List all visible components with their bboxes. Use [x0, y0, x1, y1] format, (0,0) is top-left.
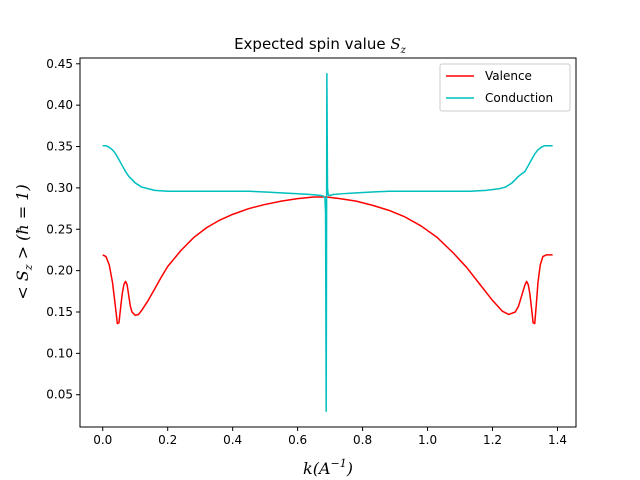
- x-axis-ticks: 0.0 0.2 0.4 0.6 0.8 1.0 1.2 1.4: [93, 427, 567, 447]
- x-tick-label: 0.4: [223, 433, 242, 447]
- y-tick-label: 0.15: [46, 305, 73, 319]
- x-tick-label: 0.2: [158, 433, 177, 447]
- x-tick-label: 0.8: [353, 433, 372, 447]
- series-line-conduction: [102, 72, 553, 413]
- x-tick-label: 1.4: [548, 433, 567, 447]
- y-axis-title-open: < S: [13, 270, 32, 299]
- y-tick-label: 0.40: [46, 98, 73, 112]
- legend-label-conduction: Conduction: [485, 91, 553, 105]
- x-axis-title-main: k(A: [303, 459, 331, 478]
- y-tick-label: 0.45: [46, 57, 73, 71]
- x-axis-title: k(A−1): [303, 457, 353, 478]
- y-tick-label: 0.20: [46, 264, 73, 278]
- legend: Valence Conduction: [439, 63, 571, 112]
- y-tick-label: 0.25: [46, 222, 73, 236]
- x-tick-label: 0.6: [288, 433, 307, 447]
- series-layer: [102, 72, 553, 413]
- y-tick-label: 0.35: [46, 140, 73, 154]
- plot-frame: [79, 57, 577, 428]
- legend-label-valence: Valence: [485, 69, 532, 83]
- y-axis-title-close: > (ħ = 1): [13, 184, 32, 264]
- y-tick-label: 0.30: [46, 181, 73, 195]
- chart-title-symbol: S: [390, 35, 400, 53]
- x-tick-label: 0.0: [93, 433, 112, 447]
- y-axis-title: < Sz > (ħ = 1): [13, 184, 35, 299]
- chart-title-main: Expected spin value: [234, 35, 390, 53]
- x-axis-title-sup: −1: [331, 457, 347, 470]
- y-axis-title-sub: z: [22, 264, 35, 271]
- chart-title: Expected spin value Sz: [234, 35, 407, 56]
- series-line-valence: [102, 196, 553, 325]
- x-tick-label: 1.2: [483, 433, 502, 447]
- x-axis-title-close: ): [346, 459, 353, 478]
- chart-title-subscript: z: [400, 45, 407, 56]
- y-axis-ticks: 0.05 0.10 0.15 0.20 0.25 0.30 0.35 0.40 0.45: [46, 57, 80, 402]
- y-tick-label: 0.05: [46, 388, 73, 402]
- x-tick-label: 1.0: [418, 433, 437, 447]
- y-tick-label: 0.10: [46, 346, 73, 360]
